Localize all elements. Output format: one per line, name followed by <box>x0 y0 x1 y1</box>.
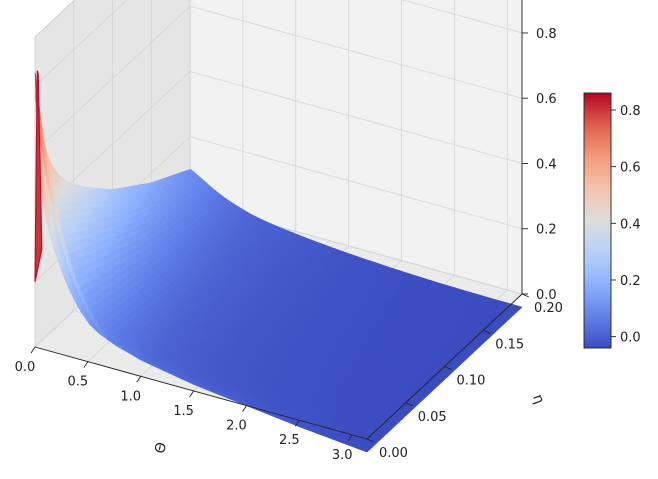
surface-mesh <box>34 70 523 453</box>
eta-tick-mark <box>366 438 375 443</box>
colorbar-tick-label: 0.2 <box>620 274 641 289</box>
theta-tick-label: 0.5 <box>68 375 89 390</box>
eta-tick-mark <box>521 293 530 298</box>
theta-axis-line <box>34 346 368 440</box>
colorbar-tick-label: 0.6 <box>620 161 641 176</box>
theta-tick-mark <box>189 390 194 398</box>
theta-tick-label: 1.5 <box>173 404 194 419</box>
eta-tick-label: 0.00 <box>379 446 408 461</box>
surface-spike <box>34 70 43 282</box>
colorbar: 0.0 0.2 0.4 0.6 0.8 <box>583 92 641 349</box>
z-tick-label: 0.4 <box>536 157 557 172</box>
eta-tick-label: 0.05 <box>418 410 447 425</box>
colorbar-tick-label: 0.4 <box>620 217 641 232</box>
side-grid-z <box>34 5 191 152</box>
theta-tick-mark <box>294 419 300 427</box>
theta-tick-label: 3.0 <box>332 448 353 463</box>
back-grid-z <box>189 71 523 164</box>
z-tick-label: 0.8 <box>536 27 557 42</box>
theta-tick-mark <box>83 361 89 368</box>
surface-facet <box>34 72 37 102</box>
eta-tick-label: 0.20 <box>534 301 563 316</box>
side-grid-z <box>34 0 128 87</box>
theta-tick-mark <box>242 405 247 412</box>
theta-tick-mark <box>30 346 36 354</box>
back-grid-z <box>189 136 523 230</box>
back-grid-z <box>189 5 523 99</box>
x-axis-label: Θ <box>152 441 170 456</box>
colorbar-tick-label: 0.0 <box>620 331 641 346</box>
back-grid-z <box>401 0 523 34</box>
z-tick-label: 0.6 <box>536 92 557 107</box>
z-tick-label: 0.2 <box>536 223 557 238</box>
eta-tick-label: 0.15 <box>495 337 524 352</box>
theta-tick-label: 1.0 <box>120 389 141 404</box>
y-axis-label: η <box>529 392 547 406</box>
theta-tick-label: 0.0 <box>15 360 36 375</box>
theta-tick-mark <box>136 376 142 383</box>
eta-tick-mark <box>405 402 413 407</box>
tick-labels: 0.0 0.5 1.0 1.5 2.0 2.5 3.0 0.00 0.05 0.10 0.15 0.2… <box>15 27 563 463</box>
eta-tick-mark <box>483 329 491 334</box>
colorbar-tick-label: 0.8 <box>620 104 641 119</box>
z-tick-label: 0.0 <box>536 288 557 303</box>
colorbar-bar <box>583 92 612 349</box>
eta-tick-label: 0.10 <box>457 374 486 389</box>
theta-tick-label: 2.0 <box>226 419 247 434</box>
theta-tick-label: 2.5 <box>279 433 300 448</box>
theta-tick-mark <box>347 434 353 442</box>
eta-tick-mark <box>444 366 452 370</box>
